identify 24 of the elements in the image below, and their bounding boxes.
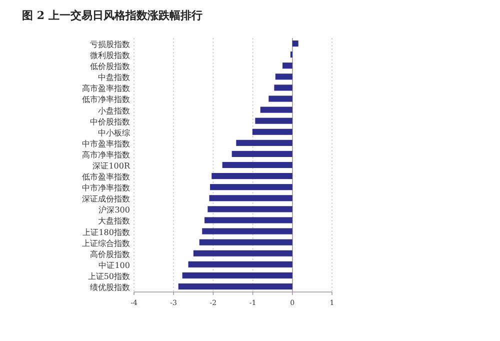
y-tick-label: 高价股指数: [90, 250, 130, 259]
y-tick-label: 上证综合指数: [82, 238, 130, 248]
y-tick-label: 高市净率指数: [82, 150, 130, 160]
y-tick-label: 微利股指数: [90, 51, 130, 60]
y-tick-label: 中盘指数: [98, 73, 130, 82]
y-tick-label: 绩优股指数: [90, 282, 130, 292]
y-tick-label: 中市净率指数: [82, 184, 130, 193]
y-tick-label: 大盘指数: [98, 216, 130, 226]
y-tick-label: 深证100R: [92, 162, 131, 170]
y-tick-label: 低市净率指数: [82, 95, 130, 104]
y-tick-label: 上证50指数: [88, 272, 130, 281]
y-tick-label: 亏损股指数: [90, 40, 130, 50]
y-tick-label: 中小板综: [98, 128, 130, 138]
y-tick-label: 小盘指数: [98, 106, 130, 116]
title: 图 2 上一交易日风格指数涨跌幅排行: [22, 9, 202, 22]
y-tick-label: 中价股指数: [90, 117, 130, 126]
y-tick-label: 中证100: [98, 260, 130, 270]
y-tick-label: 深证成份指数: [82, 194, 130, 204]
y-tick-label: 中市盈率指数: [82, 139, 130, 148]
y-tick-label: 沪深300: [98, 206, 130, 215]
y-tick-label: 上证180指数: [82, 228, 130, 237]
y-tick-label: 低市盈率指数: [82, 172, 130, 182]
y-tick-label: 低价股指数: [90, 62, 130, 72]
y-tick-label: 高市盈率指数: [82, 84, 130, 94]
